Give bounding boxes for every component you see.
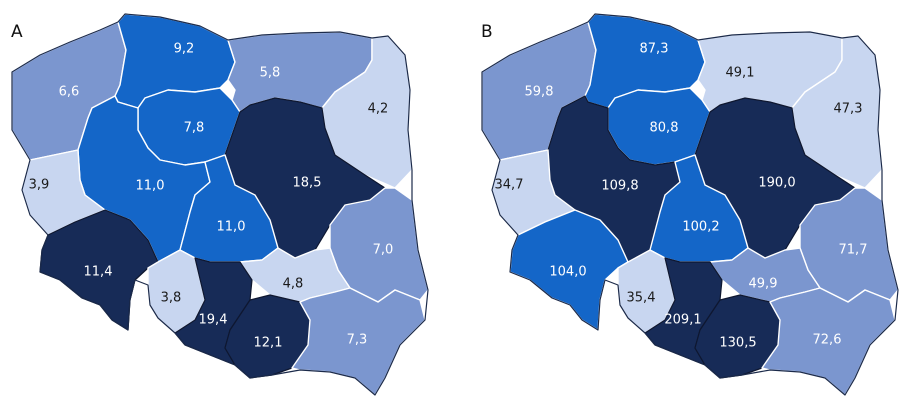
map-b-value-label-1: 59,8 — [525, 85, 554, 100]
map-b-value-label-7: 34,7 — [495, 178, 524, 193]
map-b-value-label-13: 49,9 — [749, 277, 778, 292]
map-a-value-label-1: 6,6 — [59, 85, 80, 100]
map-b-value-label-14: 209,1 — [664, 313, 701, 328]
map-a-value-label-5: 7,8 — [184, 121, 205, 136]
map-a-value-label-8: 18,5 — [293, 176, 322, 191]
map-b-border — [481, 13, 899, 396]
map-a-border — [11, 13, 429, 396]
map-a-value-label-14: 19,4 — [199, 313, 228, 328]
map-a-value-label-10: 11,4 — [84, 265, 113, 280]
map-a-value-label-13: 4,8 — [283, 277, 304, 292]
map-a-value-label-2: 9,2 — [174, 42, 195, 57]
map-b-label: B — [481, 22, 493, 42]
map-a-label: A — [11, 22, 23, 42]
map-a-regions — [11, 13, 429, 396]
map-a-value-label-9: 11,0 — [217, 220, 246, 235]
map-a-value-label-6: 11,0 — [136, 179, 165, 194]
map-b-value-label-9: 100,2 — [682, 220, 719, 235]
map-b-value-label-3: 49,1 — [726, 66, 755, 81]
map-b-value-label-16: 72,6 — [813, 333, 842, 348]
map-b-value-label-6: 109,8 — [601, 179, 638, 194]
map-a-value-label-4: 4,2 — [368, 102, 389, 117]
map-b-value-label-15: 130,5 — [719, 336, 756, 351]
map-b-value-label-8: 190,0 — [758, 176, 795, 191]
map-a-value-label-16: 7,3 — [347, 333, 368, 348]
map-b: B 59,8 87,3 49,1 47,3 80,8 109,8 34,7 190,0 100,… — [481, 13, 899, 396]
map-b-value-label-5: 80,8 — [650, 121, 679, 136]
map-a-value-label-15: 12,1 — [254, 336, 283, 351]
map-b-value-label-11: 35,4 — [627, 291, 656, 306]
map-a-value-label-12: 7,0 — [373, 243, 394, 258]
map-a-value-label-11: 3,8 — [161, 291, 182, 306]
map-a: A 6,6 9,2 5,8 4,2 7,8 11,0 3,9 18,5 11,0 11,4 3,8 7… — [11, 13, 429, 396]
map-b-value-label-4: 47,3 — [834, 102, 863, 117]
map-b-regions — [481, 13, 899, 396]
map-b-value-label-10: 104,0 — [549, 265, 586, 280]
map-b-value-label-2: 87,3 — [640, 42, 669, 57]
map-a-value-label-3: 5,8 — [260, 66, 281, 81]
map-b-value-label-12: 71,7 — [839, 243, 868, 258]
map-a-value-label-7: 3,9 — [29, 178, 50, 193]
